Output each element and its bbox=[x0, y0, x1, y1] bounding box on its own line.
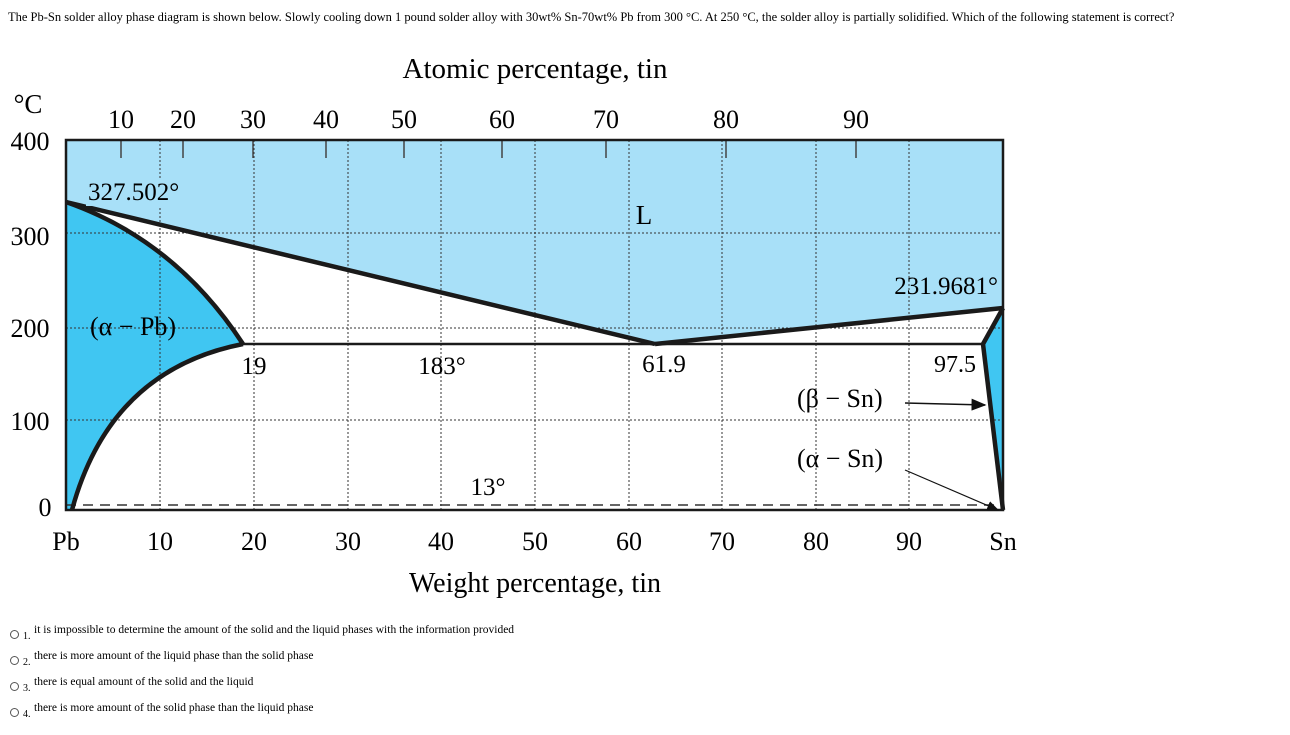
option-text: it is impossible to determine the amount… bbox=[34, 624, 515, 636]
y-tick: 0 bbox=[39, 493, 52, 522]
option-number: 4. bbox=[23, 709, 31, 720]
transition-temp-label: 13° bbox=[471, 474, 506, 501]
beta-sn-label: (β − Sn) bbox=[797, 384, 883, 413]
at-tick: 10 bbox=[108, 105, 134, 134]
at-tick: 20 bbox=[170, 105, 196, 134]
option-2-radio[interactable] bbox=[10, 656, 19, 665]
plot-border bbox=[64, 138, 1005, 512]
gridlines bbox=[66, 140, 1003, 510]
option-number: 3. bbox=[23, 683, 31, 694]
sn-label: Sn bbox=[989, 527, 1016, 556]
option-1-radio[interactable] bbox=[10, 630, 19, 639]
at-tick: 70 bbox=[593, 105, 619, 134]
y-tick: 200 bbox=[11, 314, 50, 343]
phase-diagram: Atomic percentage, tin Weight percentage… bbox=[11, 53, 1017, 599]
bottom-axis-title: Weight percentage, tin bbox=[409, 568, 661, 599]
eutectic-temp-label: 183° bbox=[418, 353, 466, 380]
at-tick: 30 bbox=[240, 105, 266, 134]
wt-tick: 60 bbox=[616, 527, 642, 556]
phase-boundaries bbox=[65, 199, 1006, 511]
wt-tick: 80 bbox=[803, 527, 829, 556]
top-axis-title: Atomic percentage, tin bbox=[403, 53, 668, 85]
at-tick: 40 bbox=[313, 105, 339, 134]
option-number: 2. bbox=[23, 657, 31, 668]
eutectic-comp-label: 61.9 bbox=[642, 351, 686, 378]
wt-tick: 30 bbox=[335, 527, 361, 556]
wt-tick: 90 bbox=[896, 527, 922, 556]
wt-tick: 40 bbox=[428, 527, 454, 556]
option-3-radio[interactable] bbox=[10, 682, 19, 691]
y-tick: 300 bbox=[11, 222, 50, 251]
alpha-sn-arrow bbox=[904, 469, 1000, 511]
at-tick: 50 bbox=[391, 105, 417, 134]
option-text: there is equal amount of the solid and t… bbox=[34, 676, 254, 688]
at-tick: 80 bbox=[713, 105, 739, 134]
option-text: there is more amount of the liquid phase… bbox=[34, 650, 314, 662]
option-4-radio[interactable] bbox=[10, 708, 19, 717]
at-tick: 60 bbox=[489, 105, 515, 134]
liquidus-left bbox=[65, 199, 656, 347]
alpha-sn-label: (α − Sn) bbox=[797, 444, 883, 473]
liquidus-right bbox=[654, 305, 1004, 347]
at-tick: 90 bbox=[843, 105, 869, 134]
solvus-alpha bbox=[69, 341, 244, 511]
y-tick: 400 bbox=[11, 127, 50, 156]
wt-tick: 70 bbox=[709, 527, 735, 556]
wt-tick: 50 bbox=[522, 527, 548, 556]
beta-sn-arrow bbox=[904, 398, 987, 411]
liquid-label: L bbox=[636, 200, 653, 230]
pb-melting-label: 327.502° bbox=[88, 179, 179, 206]
wt-tick: 20 bbox=[241, 527, 267, 556]
sn-melting-label: 231.9681° bbox=[894, 273, 998, 300]
pb-label: Pb bbox=[52, 527, 79, 556]
option-text: there is more amount of the solid phase … bbox=[34, 702, 314, 714]
alpha-pb-label: (α − Pb) bbox=[90, 312, 176, 341]
y-unit: °C bbox=[14, 89, 43, 119]
option-number: 1. bbox=[23, 631, 31, 642]
alpha-solvus-label: 19 bbox=[242, 353, 267, 380]
wt-tick: 10 bbox=[147, 527, 173, 556]
eutectic-region bbox=[66, 344, 1003, 510]
question-text: The Pb-Sn solder alloy phase diagram is … bbox=[8, 10, 1175, 24]
beta-solvus-label: 97.5 bbox=[934, 352, 976, 378]
solidus-alpha bbox=[65, 199, 245, 346]
atomic-ticks bbox=[120, 140, 857, 158]
alpha-pb-region bbox=[66, 202, 243, 510]
y-tick: 100 bbox=[11, 407, 50, 436]
